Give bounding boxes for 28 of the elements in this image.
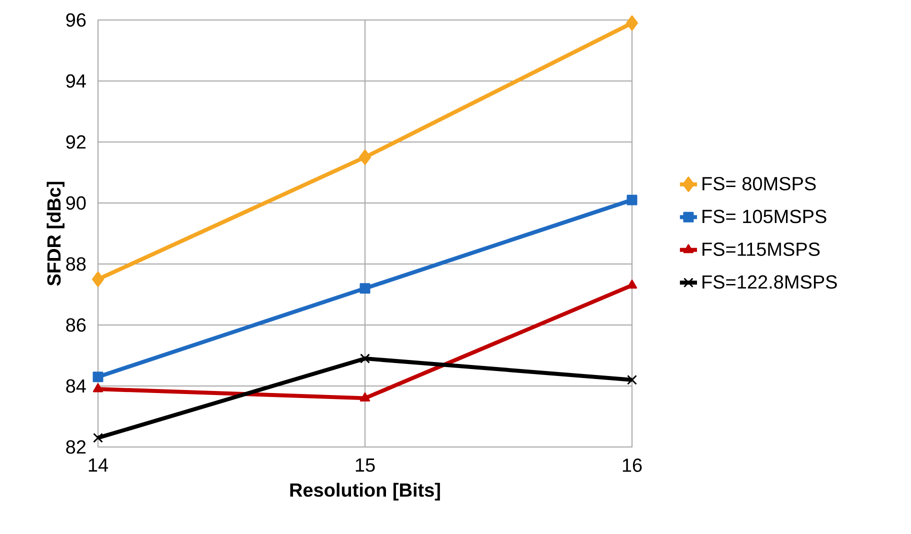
legend-label: FS= 80MSPS (702, 176, 816, 190)
point (626, 194, 638, 206)
legend-label: FS= 105MSPS (702, 210, 826, 224)
y-tick-label: 96 (66, 13, 86, 27)
y-axis-title: SFDR [dBc] (46, 182, 64, 286)
point (93, 432, 103, 443)
legend-label: FS=122.8MSPS (702, 275, 837, 289)
point (627, 374, 637, 385)
x-axis-title: Resolution [Bits] (290, 482, 440, 501)
point (92, 271, 104, 287)
x-tick-label: 16 (622, 458, 642, 472)
x-tick-label: 14 (88, 458, 108, 472)
point (359, 149, 372, 165)
point (92, 372, 104, 382)
y-tick-label: 88 (66, 257, 86, 271)
x-tick-label: 15 (356, 458, 375, 472)
point (626, 15, 638, 31)
y-tick-label: 90 (66, 196, 86, 210)
point (360, 283, 370, 294)
point (360, 354, 370, 364)
legend-label: FS=115MSPS (702, 242, 820, 256)
y-tick-label: 92 (66, 135, 86, 149)
point (92, 383, 104, 392)
point (360, 392, 370, 402)
y-tick-label: 82 (66, 440, 86, 454)
y-tick-label: 84 (66, 379, 86, 393)
y-tick-label: 86 (66, 318, 86, 332)
y-tick-label: 94 (66, 74, 86, 88)
